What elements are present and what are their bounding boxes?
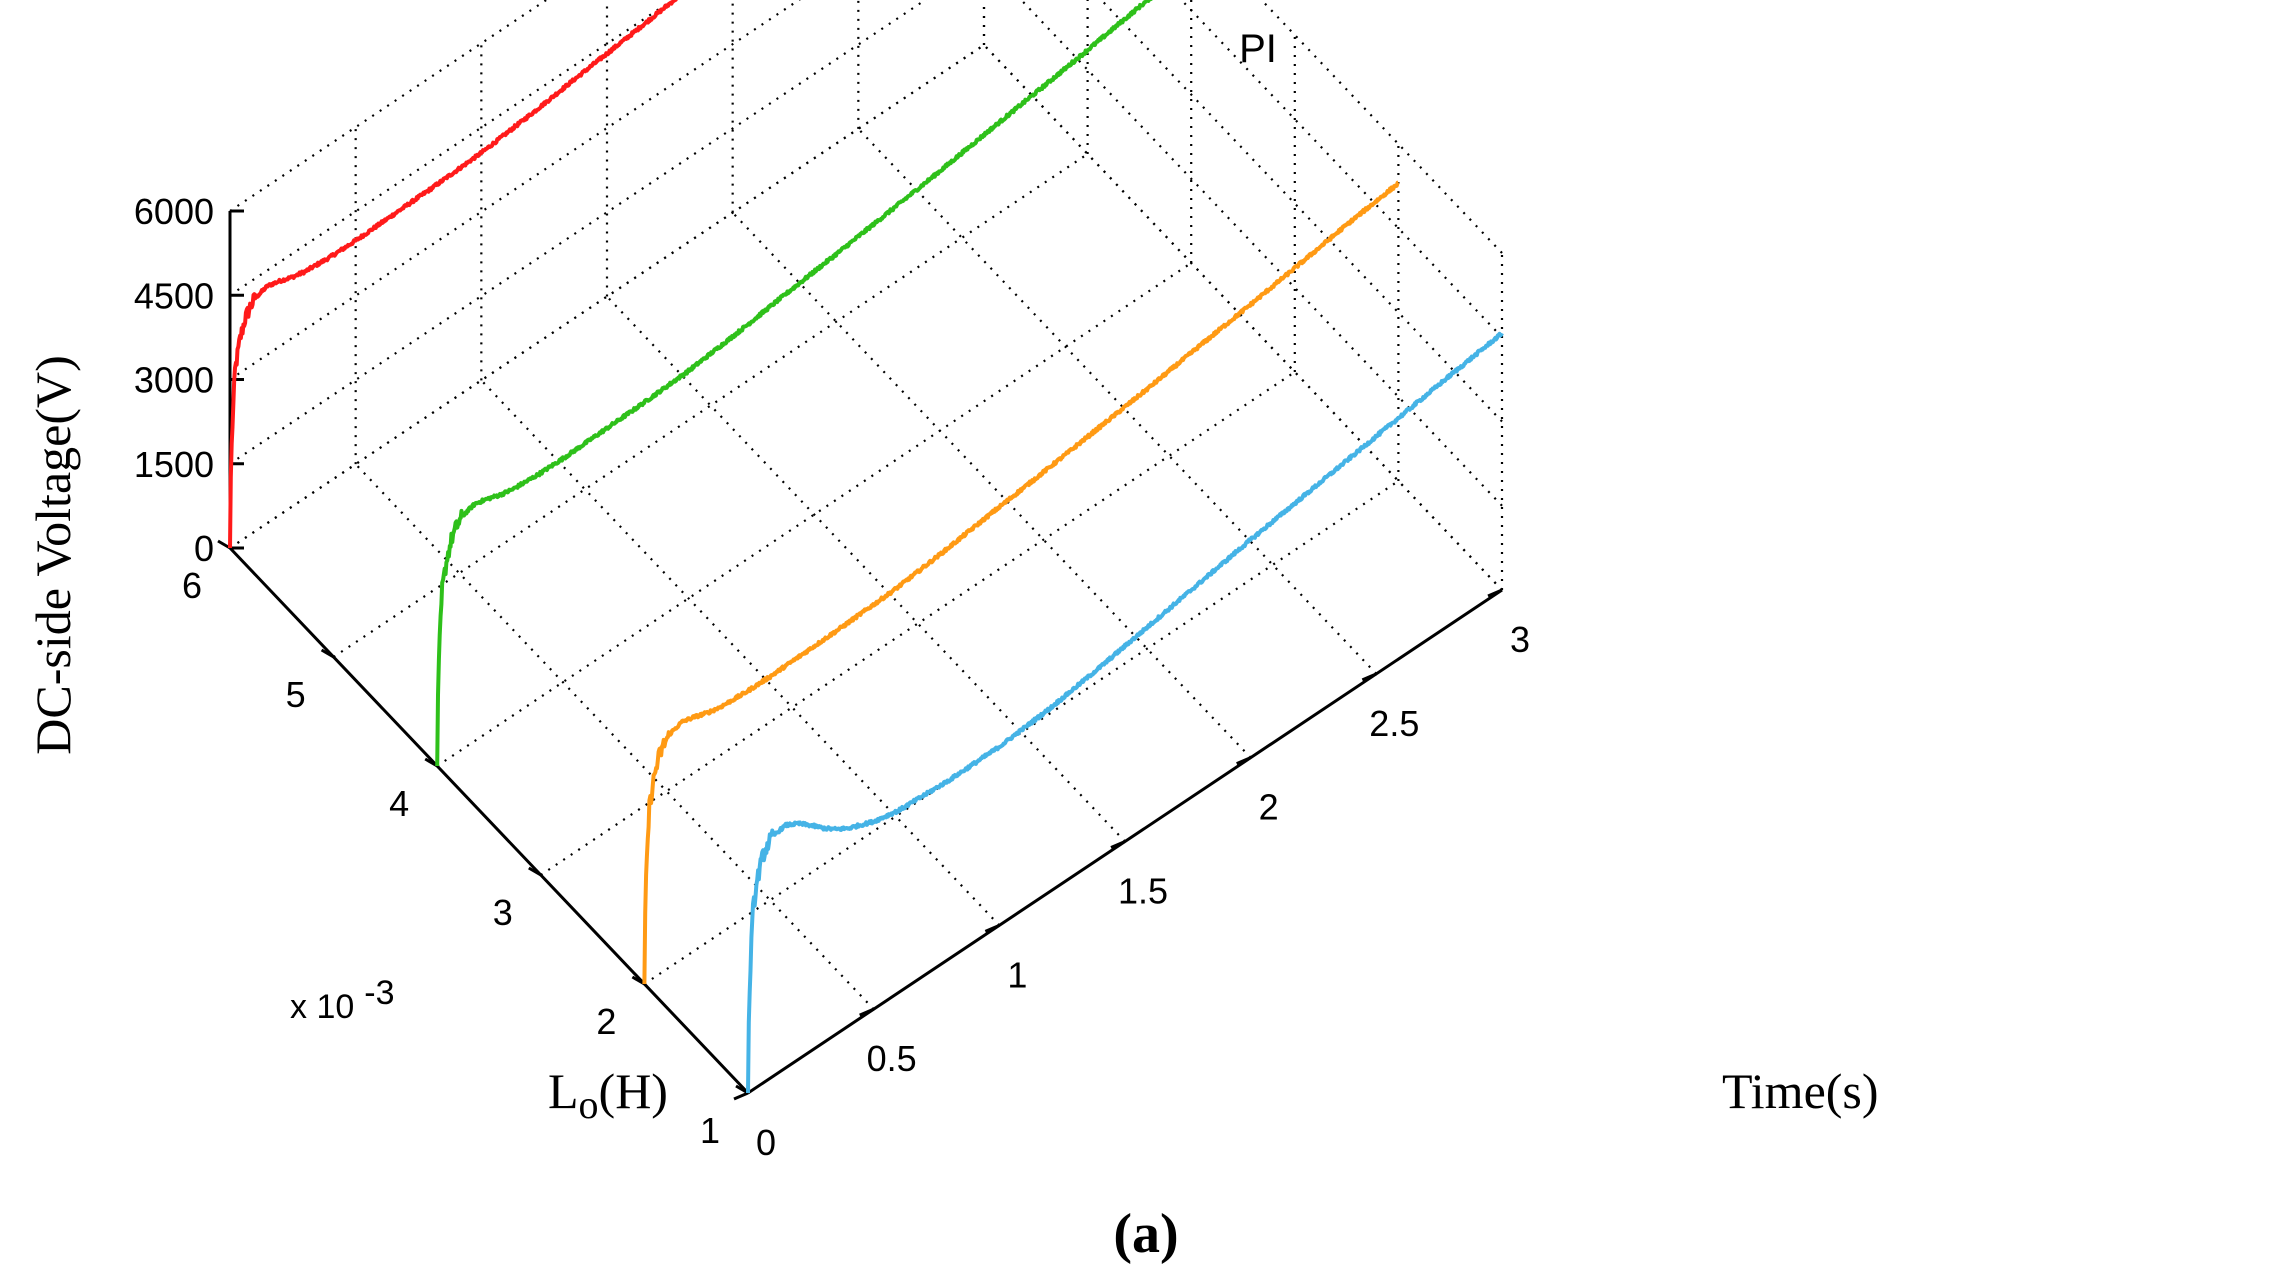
y-tick-mark [984,923,1000,933]
x-tick-mark [320,648,335,659]
x-tick-mark [735,1084,749,1095]
z-tick-label: 1500 [134,444,214,485]
x-tick-mark [528,866,542,877]
y-tick-mark [733,1091,749,1101]
y-tick-label: 2 [1259,787,1279,828]
svg-text:x 10-3: x 10 -3 [290,974,395,1026]
x-tick-label: 6 [182,565,202,606]
z-axis-label: DC-side Voltage(V) [25,355,81,755]
grid-line-floor-t [606,295,1126,843]
grid-line-floor-t [354,463,875,1010]
x-axis-label-base: L [548,1063,579,1119]
axes [217,209,1503,1101]
x-axis-label: Lo(H) [548,1063,668,1127]
y-tick-mark [1487,588,1503,598]
x-tick-mark [424,757,438,768]
grid-line-floor-L [332,153,1089,658]
y-tick-label: 0.5 [867,1038,917,1079]
x-multiplier-base: x 10 [290,988,354,1026]
grid-line-floor-t [857,128,1378,675]
y-tick-mark [859,1007,875,1017]
x-tick-mark [631,975,646,986]
y-tick-label: 1 [1007,954,1027,995]
x-axis-label-unit: (H) [599,1063,668,1119]
y-axis-label: Time(s) [1722,1063,1879,1119]
panel-label: (a) [1113,1203,1178,1265]
grid-line-floor-L [643,480,1400,985]
x-tick-label: 4 [389,783,409,824]
x-axis-multiplier: x 10 -3 [290,974,395,1026]
series-line-L1 [746,331,1504,1094]
x-axis-label-subscript: o [579,1082,599,1127]
y-tick-mark [1361,672,1377,682]
x-tick-mark [217,539,231,550]
y-tick-label: 3 [1510,619,1530,660]
grid-line-wall-v [983,44,1503,591]
series-line-L4 [435,0,1153,767]
chart-title: PI [1239,27,1277,71]
z-tick-label: 4500 [134,275,214,316]
grid-lines [228,0,1504,1094]
series-line-L6 [228,0,678,549]
y-tick-label: 1.5 [1118,871,1168,912]
z-tick-label: 3000 [134,360,214,401]
x-tick-label: 1 [700,1110,720,1151]
y-tick-label: 0 [756,1122,776,1163]
data-series [228,0,1504,1094]
x-tick-label: 3 [493,892,513,933]
z-tick-label: 0 [194,528,214,569]
grid-line-wall-v [1019,0,1503,507]
grid-line-floor-t [731,211,1252,759]
y-tick-mark [1110,840,1126,849]
svg-text:Lo(H): Lo(H) [548,1063,668,1127]
x-axis-line [228,546,750,1095]
series-line-L2 [642,180,1400,985]
x-tick-label: 5 [286,674,306,715]
x-tick-label: 2 [596,1001,616,1042]
x-multiplier-exponent: -3 [364,974,394,1012]
y-tick-mark [1236,756,1252,766]
y-tick-label: 2.5 [1369,703,1419,744]
z-tick-label: 6000 [134,191,214,232]
